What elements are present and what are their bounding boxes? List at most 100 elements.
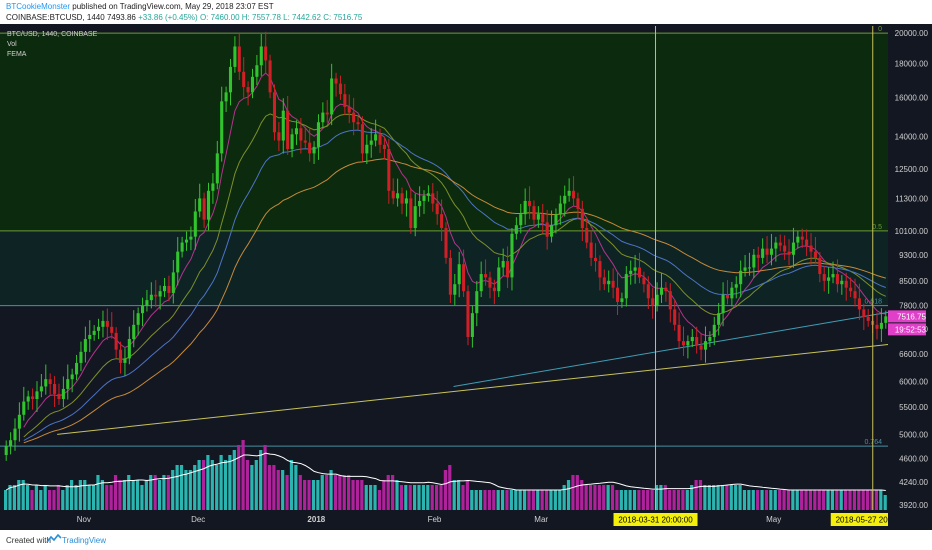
volume-bar	[228, 455, 232, 510]
trendline[interactable]	[57, 344, 889, 435]
x-tick-label: Mar	[534, 515, 548, 524]
y-tick-label: 10100.00	[895, 227, 929, 236]
author-link[interactable]: BTCookieMonster	[6, 2, 71, 11]
candle-body	[840, 280, 844, 285]
volume-bar	[641, 490, 645, 510]
volume-bar	[347, 475, 351, 510]
volume-bar	[298, 475, 302, 510]
volume-bar	[663, 485, 667, 510]
volume-bar	[162, 475, 166, 510]
candle-body	[444, 228, 448, 258]
volume-bar	[509, 490, 513, 510]
candle-body	[765, 248, 769, 255]
moving-average-line	[23, 72, 886, 428]
fib-label: 0.618	[864, 299, 882, 306]
candle-body	[35, 391, 39, 399]
volume-bar	[672, 490, 676, 510]
volume-bar	[615, 490, 619, 510]
candle-body	[708, 336, 712, 342]
candle-body	[88, 334, 92, 340]
candle-body	[409, 198, 413, 229]
volume-bar	[65, 485, 69, 510]
ohlc-h: H: 7557.78	[241, 13, 281, 22]
volume-bar	[676, 490, 681, 510]
candle-body	[475, 291, 479, 314]
candle-body	[22, 401, 26, 415]
y-axis[interactable]: 20000.00 18000.00 16000.00 14000.00 12500.00…	[888, 24, 932, 530]
ohlc-c: C: 7516.75	[323, 13, 363, 22]
volume-bar	[703, 485, 707, 510]
x-axis[interactable]: Nov Dec 2018 Feb Mar May	[77, 515, 781, 524]
candle-body	[646, 284, 650, 299]
price-chart[interactable]: 0 0.5 0.618 0.764 2018-03-31 20:00:00 2018-0…	[0, 24, 932, 530]
volume-bar	[580, 480, 584, 510]
volume-bar	[562, 485, 566, 510]
y-tick-label: 4240.00	[899, 478, 928, 487]
candle-body	[822, 274, 826, 281]
candle-body	[712, 324, 716, 337]
volume-bar	[800, 490, 804, 510]
volume-bar	[175, 465, 179, 510]
volume-bar	[712, 485, 716, 510]
volume-bar	[571, 475, 575, 510]
volume-bars	[4, 440, 887, 510]
volume-bar	[632, 490, 637, 510]
candle-body	[484, 274, 488, 278]
candle-body	[563, 195, 567, 204]
candle-body	[224, 92, 228, 102]
volume-bar	[628, 490, 632, 510]
vertical-marker-label: 2018-05-27 20:00:00	[836, 516, 911, 525]
candle-body	[783, 245, 787, 252]
trendline[interactable]	[453, 311, 889, 387]
volume-bar	[764, 490, 769, 510]
volume-bar	[267, 465, 272, 510]
candle-body	[550, 225, 554, 237]
candle-body	[400, 193, 404, 204]
candle-body	[725, 294, 730, 299]
candle-body	[61, 388, 65, 399]
candle-body	[809, 245, 813, 252]
volume-bar	[624, 490, 628, 510]
candle-body	[528, 200, 532, 207]
volume-bar	[522, 490, 527, 510]
trendlines[interactable]	[57, 311, 889, 435]
volume-bar	[289, 460, 294, 510]
candle-body	[237, 46, 241, 72]
x-tick-label: Feb	[428, 515, 442, 524]
y-axis-background	[888, 24, 932, 530]
candle-body	[593, 257, 598, 262]
candle-body	[431, 193, 435, 204]
candle-body	[136, 313, 140, 325]
candle-body	[105, 320, 109, 327]
volume-bar	[734, 485, 738, 510]
volume-bar	[470, 490, 474, 510]
fib-label: 0.764	[864, 439, 882, 446]
volume-bar	[817, 490, 821, 510]
volume-bar	[808, 490, 813, 510]
volume-bar	[47, 490, 52, 510]
volume-bar	[259, 450, 263, 510]
volume-bar	[281, 470, 285, 510]
last-price-badge	[888, 310, 926, 323]
candle-body	[717, 313, 721, 325]
candle-body	[440, 214, 444, 229]
volume-bar	[544, 490, 549, 510]
footer: Created with TradingView	[0, 530, 932, 550]
candle-body	[813, 251, 817, 258]
volume-bar	[588, 485, 593, 510]
candle-body	[114, 332, 118, 350]
volume-bar	[747, 490, 751, 510]
tradingview-link[interactable]: TradingView	[62, 536, 107, 545]
volume-bar	[478, 490, 483, 510]
volume-bar	[769, 490, 773, 510]
volume-bar	[857, 490, 861, 510]
volume-bar	[448, 465, 452, 510]
volume-bar	[39, 490, 43, 510]
candle-body	[189, 236, 193, 240]
candle-body	[589, 242, 593, 258]
volume-bar	[883, 495, 887, 510]
candle-body	[457, 264, 461, 285]
volume-bar	[127, 475, 131, 510]
candle-body	[39, 386, 43, 392]
volume-bar	[303, 480, 307, 510]
